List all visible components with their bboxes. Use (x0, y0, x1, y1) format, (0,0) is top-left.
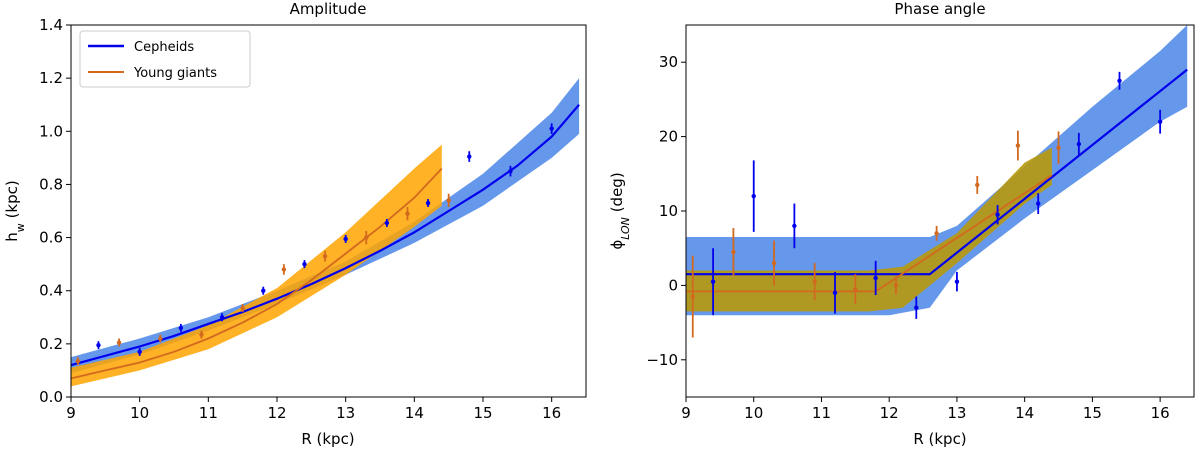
phase-title: Phase angle (894, 0, 985, 18)
phase-point-young-giants (731, 228, 736, 276)
amplitude-point-cepheids (96, 341, 101, 350)
phase-ytick-label: 30 (659, 53, 678, 71)
amplitude-band-young-giants (71, 144, 442, 387)
phase-band-overlap (686, 147, 1052, 312)
legend: Cepheids Young giants (79, 30, 251, 88)
amplitude-point-cepheids (261, 286, 266, 295)
phase-ytick-label: 10 (659, 202, 678, 220)
phase-point-young-giants (893, 276, 899, 295)
amplitude-ticks: 9 10 11 12 13 14 15 16 0.0 0.2 0.4 0.6 0.8 1.0 1.2 1.4 (39, 16, 561, 422)
phase-point-cepheids (914, 296, 919, 319)
legend-label-young-giants: Young giants (133, 66, 217, 81)
amplitude-point-young-giants (158, 334, 163, 343)
phase-band-cepheids (686, 25, 1188, 316)
amplitude-ytick-label: 0.8 (39, 175, 63, 193)
amplitude-point-young-giants (75, 357, 81, 366)
amplitude-xtick-label: 14 (405, 404, 424, 422)
phase-ytick-label: 20 (659, 128, 678, 146)
amplitude-point-young-giants (364, 230, 369, 245)
amplitude-line-cepheids (71, 103, 580, 367)
phase-point-cepheids (1117, 71, 1122, 90)
amplitude-xtick-label: 11 (199, 404, 218, 422)
phase-point-young-giants (1015, 130, 1021, 161)
amplitude-point-cepheids (178, 323, 184, 332)
phase-point-cepheids (832, 272, 838, 314)
phase-point-cepheids (1036, 193, 1041, 214)
phase-point-young-giants (812, 263, 817, 301)
amplitude-xtick-label: 9 (66, 404, 76, 422)
amplitude-xtick-label: 16 (542, 404, 561, 422)
phase-point-cepheids (792, 203, 797, 249)
phase-xtick-label: 13 (947, 404, 966, 422)
amplitude-point-cepheids (343, 234, 348, 243)
phase-point-young-giants (690, 255, 695, 338)
phase-point-cepheids (1076, 132, 1082, 156)
amplitude-point-cepheids (549, 123, 554, 134)
amplitude-point-young-giants (281, 264, 287, 275)
phase-band-young-giants (686, 147, 1052, 312)
phase-point-cepheids (751, 160, 756, 232)
amplitude-xtick-label: 10 (130, 404, 149, 422)
amplitude-y-axis-label: hw (kpc) (3, 180, 27, 241)
phase-point-cepheids (954, 272, 960, 292)
phase-panel: Phase angle 9 10 11 12 13 14 15 16 −10 0 10 20 30 R … (608, 0, 1195, 448)
amplitude-xtick-label: 15 (473, 404, 492, 422)
phase-point-cepheids (995, 205, 1000, 225)
phase-y-axis-label: ϕLON (deg) (608, 172, 632, 249)
amplitude-point-cepheids (467, 151, 472, 162)
phase-ytick-label: 0 (668, 276, 678, 294)
amplitude-title: Amplitude (290, 0, 367, 18)
amplitude-ytick-label: 1.2 (39, 69, 63, 87)
phase-xtick-label: 16 (1151, 404, 1170, 422)
phase-point-cepheids (873, 260, 878, 296)
phase-point-cepheids (710, 248, 716, 316)
phase-xtick-label: 14 (1015, 404, 1034, 422)
phase-line-cepheids (686, 68, 1188, 276)
amplitude-ytick-label: 0.4 (39, 282, 63, 300)
phase-x-axis-label: R (kpc) (913, 430, 966, 448)
phase-point-young-giants (975, 176, 980, 194)
amplitude-ytick-label: 0.0 (39, 388, 63, 406)
amplitude-point-young-giants (405, 207, 410, 221)
amplitude-point-cepheids (425, 199, 431, 208)
amplitude-band-cepheids (71, 78, 580, 374)
amplitude-point-cepheids (219, 313, 225, 322)
legend-label-cepheids: Cepheids (134, 40, 194, 55)
phase-xtick-label: 11 (812, 404, 831, 422)
amplitude-x-axis-label: R (kpc) (301, 430, 354, 448)
phase-xtick-label: 12 (880, 404, 899, 422)
phase-ytick-label: −10 (646, 351, 678, 369)
amplitude-axes-frame (70, 24, 587, 398)
phase-plot-area (686, 25, 1188, 338)
amplitude-ytick-label: 0.2 (39, 335, 63, 353)
phase-point-young-giants (853, 274, 858, 304)
phase-xtick-label: 15 (1083, 404, 1102, 422)
amplitude-point-young-giants (322, 250, 328, 262)
phase-xtick-label: 10 (744, 404, 763, 422)
phase-ticks: 9 10 11 12 13 14 15 16 −10 0 10 20 30 (646, 53, 1169, 422)
amplitude-ytick-label: 1.4 (39, 16, 63, 34)
amplitude-ytick-label: 0.6 (39, 229, 63, 247)
amplitude-point-young-giants (240, 304, 245, 312)
phase-xtick-label: 9 (681, 404, 691, 422)
amplitude-point-cepheids (508, 165, 513, 177)
amplitude-point-young-giants (446, 193, 451, 208)
amplitude-plot-area (71, 78, 580, 387)
phase-point-young-giants (771, 240, 777, 286)
amplitude-point-young-giants (116, 338, 122, 347)
phase-point-young-giants (1056, 131, 1061, 165)
amplitude-point-cepheids (302, 260, 307, 269)
amplitude-ytick-label: 1.0 (39, 122, 63, 140)
amplitude-point-young-giants (199, 330, 204, 339)
phase-point-cepheids (1157, 109, 1163, 134)
amplitude-xtick-label: 12 (267, 404, 286, 422)
amplitude-point-cepheids (384, 218, 390, 227)
amplitude-point-cepheids (137, 347, 142, 356)
amplitude-xtick-label: 13 (336, 404, 355, 422)
amplitude-panel: Amplitude 9 10 11 12 13 14 15 16 0.0 0.2 0.4 0.6 0.8… (3, 0, 587, 448)
phase-point-young-giants (934, 225, 939, 241)
